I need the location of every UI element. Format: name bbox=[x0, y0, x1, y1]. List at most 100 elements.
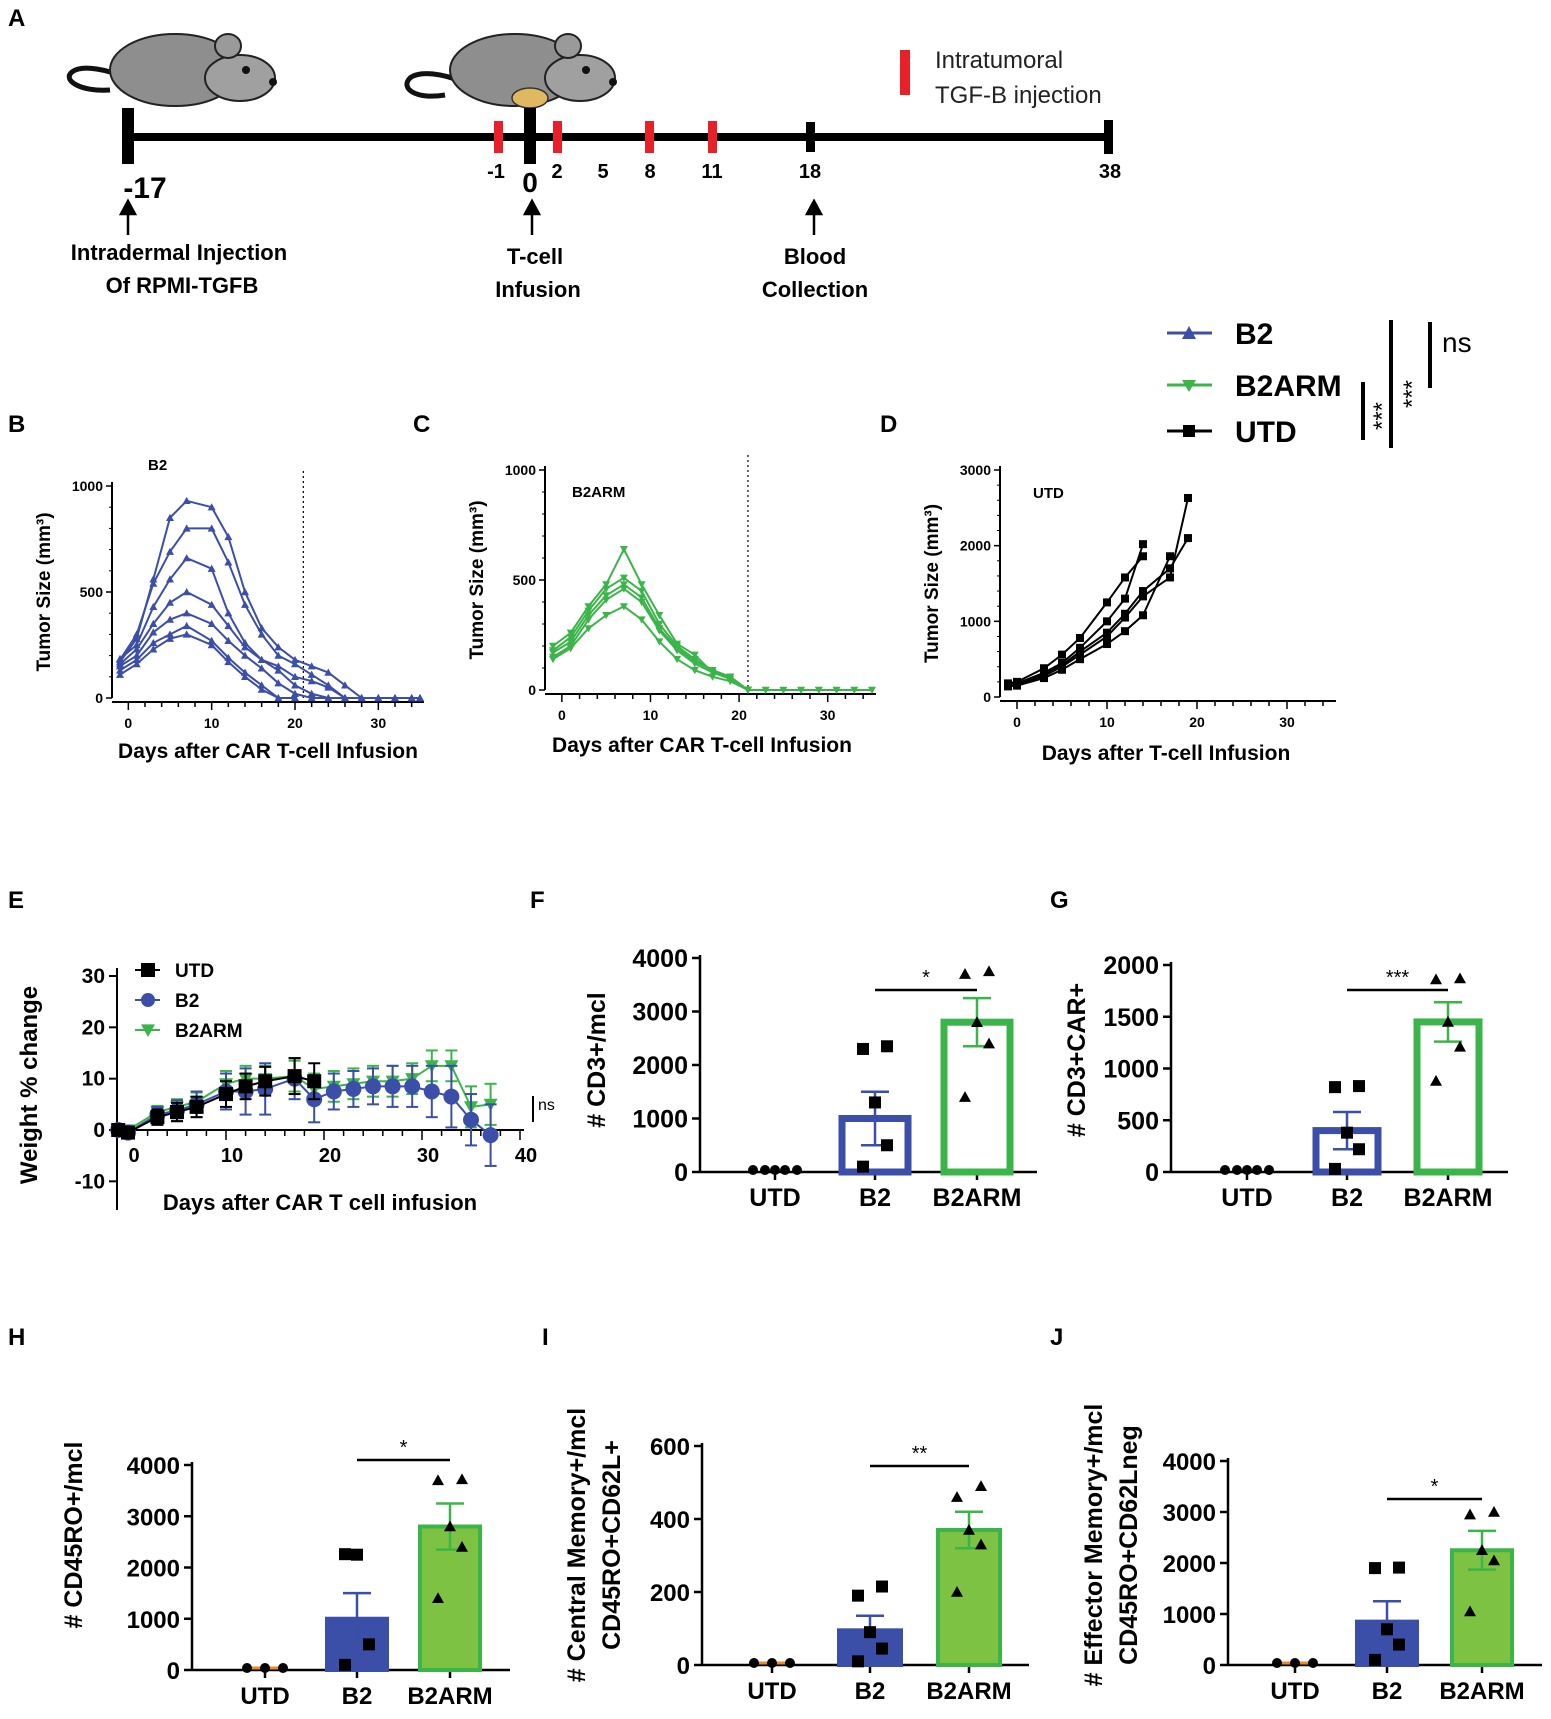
data-point bbox=[975, 1538, 987, 1550]
data-point bbox=[345, 1080, 362, 1097]
data-point bbox=[423, 1083, 440, 1100]
data-point bbox=[1454, 972, 1466, 984]
data-point bbox=[584, 612, 593, 620]
x-tick-label: 10 bbox=[643, 707, 659, 723]
y-tick-label: 1500 bbox=[1103, 1004, 1159, 1032]
tumor-chart-b2: 0 10 20 30 0 500 1000 B2 Days after CAR T-cell I… bbox=[34, 457, 424, 763]
data-point bbox=[456, 1541, 468, 1552]
data-point bbox=[584, 625, 593, 633]
data-point bbox=[241, 588, 249, 596]
tgf-legend-swatch bbox=[900, 50, 910, 95]
legend-marker bbox=[141, 1024, 155, 1037]
data-point bbox=[655, 612, 664, 620]
data-point bbox=[951, 1491, 963, 1502]
y-tick-label: 0 bbox=[983, 689, 991, 705]
data-point bbox=[260, 1663, 270, 1673]
data-point bbox=[224, 558, 233, 566]
x-tick-label: B2 bbox=[1331, 1184, 1363, 1212]
data-point bbox=[852, 1655, 864, 1668]
data-point bbox=[1184, 534, 1192, 543]
data-point bbox=[876, 1642, 888, 1655]
data-point bbox=[1393, 1561, 1405, 1574]
data-point bbox=[116, 670, 124, 678]
panel-letter-d: D bbox=[880, 411, 897, 438]
data-point bbox=[797, 686, 806, 694]
x-tick-label: 10 bbox=[221, 1145, 243, 1167]
y-tick-label: 0 bbox=[167, 1658, 180, 1685]
data-point bbox=[857, 1042, 869, 1055]
timeline-day--17: -17 bbox=[123, 172, 166, 205]
data-point bbox=[170, 1105, 184, 1120]
data-point bbox=[1076, 650, 1084, 659]
data-point bbox=[1139, 611, 1147, 620]
data-point bbox=[132, 634, 141, 642]
data-point bbox=[1242, 1165, 1252, 1175]
legend-marker bbox=[141, 963, 155, 977]
data-point bbox=[341, 681, 349, 689]
data-point bbox=[365, 1078, 381, 1095]
data-point bbox=[857, 1160, 869, 1173]
data-point bbox=[325, 1083, 342, 1100]
data-point bbox=[238, 1079, 253, 1094]
data-point bbox=[149, 602, 158, 611]
x-tick-label: B2 bbox=[342, 1683, 373, 1710]
data-point bbox=[770, 1165, 780, 1175]
panel-letter-f: F bbox=[530, 887, 545, 914]
data-point bbox=[307, 1074, 322, 1089]
x-tick-label: 0 bbox=[1013, 714, 1021, 730]
y-axis-label: Tumor Size (mm³) bbox=[922, 504, 943, 663]
data-point bbox=[149, 638, 158, 647]
x-tick-label: B2ARM bbox=[1439, 1678, 1524, 1705]
injection-label-line1: Intradermal Injection bbox=[71, 240, 287, 265]
data-point bbox=[1220, 1165, 1230, 1175]
data-point bbox=[291, 660, 299, 668]
data-point bbox=[307, 677, 316, 685]
blood-label-line1: Blood bbox=[784, 244, 846, 269]
data-point bbox=[384, 1078, 401, 1095]
data-point bbox=[166, 634, 174, 642]
series-line bbox=[552, 587, 749, 691]
timeline-panel: -17 -1 0 2 5 8 11 18 38 Intradermal Inje… bbox=[66, 33, 1121, 302]
data-point bbox=[1454, 1040, 1466, 1052]
x-tick-label: 20 bbox=[287, 715, 303, 731]
data-point bbox=[432, 1474, 444, 1486]
data-point bbox=[749, 1658, 759, 1668]
series-line bbox=[1007, 497, 1189, 687]
data-point bbox=[291, 672, 299, 680]
data-point bbox=[1369, 1653, 1381, 1666]
y-tick-label: 3000 bbox=[632, 999, 688, 1027]
x-tick-label: 20 bbox=[731, 707, 747, 723]
data-point bbox=[780, 1165, 790, 1175]
data-point bbox=[224, 657, 233, 666]
x-tick-label: B2 bbox=[1372, 1678, 1403, 1705]
data-point bbox=[287, 1069, 302, 1084]
data-point bbox=[207, 619, 216, 627]
y-tick-label: 0 bbox=[1203, 1653, 1216, 1680]
sig-ns: ns bbox=[1442, 327, 1472, 358]
data-point bbox=[869, 1096, 881, 1109]
data-point bbox=[1430, 973, 1442, 985]
data-point bbox=[655, 620, 664, 628]
injection-label-line2: Of RPMI-TGFB bbox=[106, 273, 259, 298]
data-point bbox=[1272, 1658, 1282, 1668]
sig-label: ns bbox=[538, 1097, 555, 1114]
data-point bbox=[1013, 681, 1021, 690]
data-point bbox=[1442, 1015, 1454, 1027]
timeline-day-38: 38 bbox=[1099, 161, 1121, 183]
data-point bbox=[549, 649, 557, 657]
legend-marker bbox=[141, 993, 155, 1007]
timeline-day-8: 8 bbox=[644, 161, 655, 183]
data-point bbox=[760, 1165, 770, 1175]
data-point bbox=[257, 624, 266, 632]
legend-label: B2 bbox=[175, 991, 199, 1012]
x-axis-label: Days after CAR T-cell Infusion bbox=[552, 734, 852, 757]
data-point bbox=[852, 1589, 864, 1602]
data-point bbox=[584, 603, 593, 611]
chart-title: UTD bbox=[1033, 485, 1064, 502]
cd45ro-bar-chart: 0 1000 2000 3000 4000 UTD B2 B2ARM * # CD45RO+/mc… bbox=[60, 1437, 510, 1710]
data-point bbox=[792, 1165, 802, 1175]
x-tick-label: UTD bbox=[747, 1678, 796, 1705]
y-tick-label: 0 bbox=[1145, 1159, 1159, 1187]
sig-label: * bbox=[1431, 1476, 1439, 1498]
data-point bbox=[619, 574, 628, 582]
